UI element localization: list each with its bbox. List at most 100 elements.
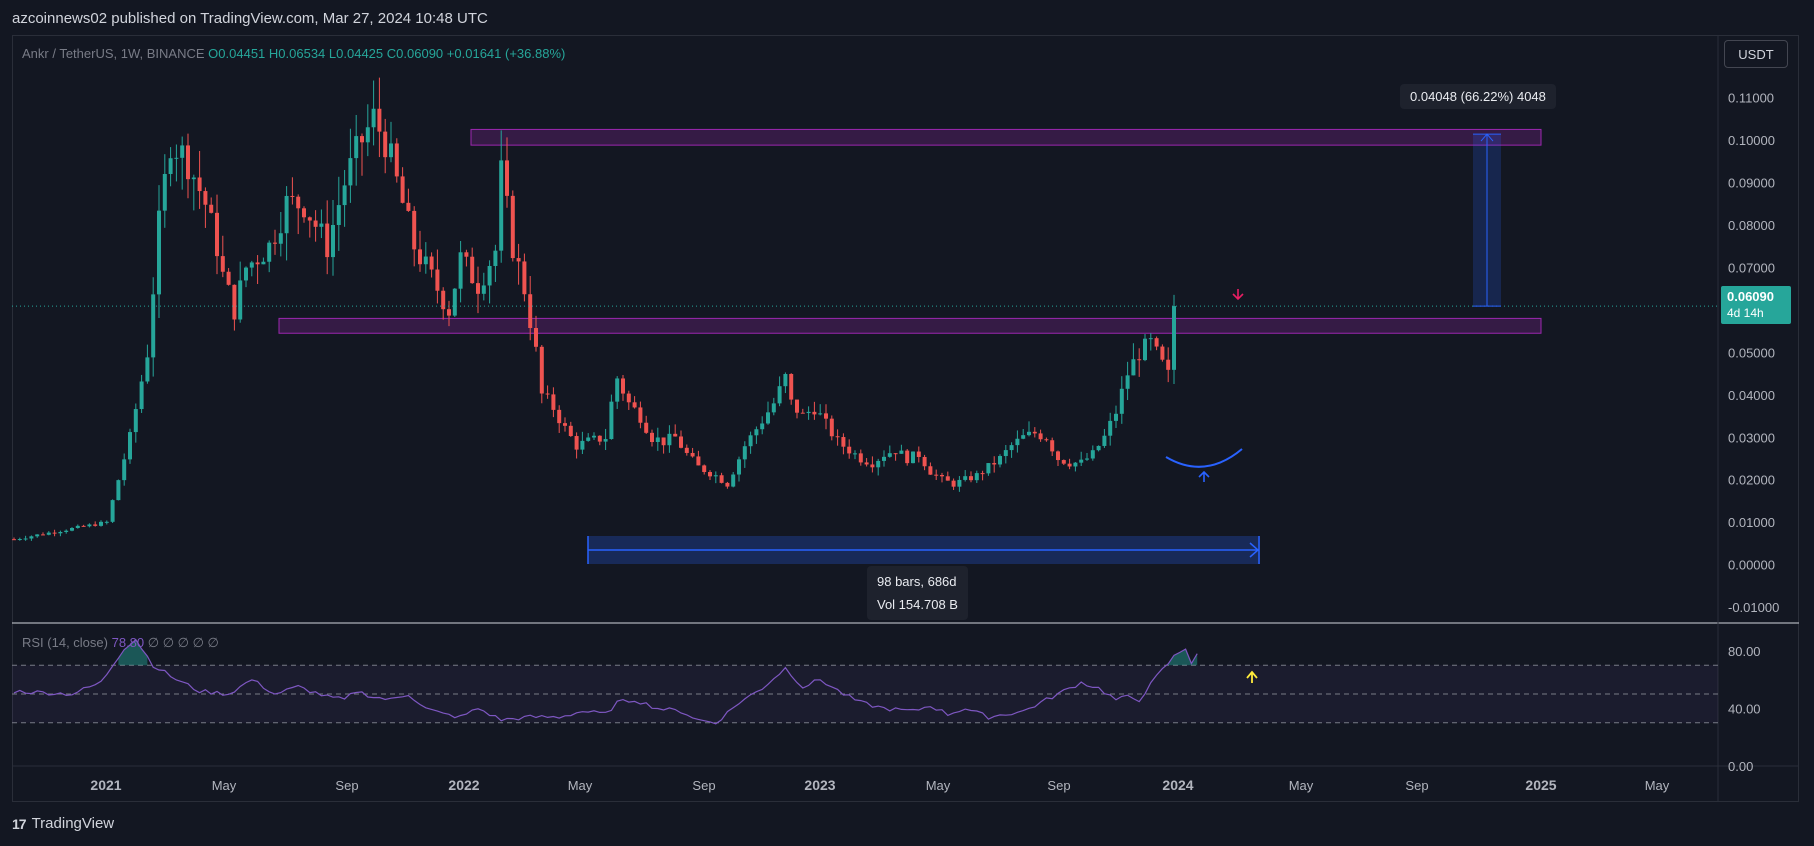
candle-body [499,160,504,251]
candle-body [568,425,573,437]
candle-body [93,524,98,526]
candle-body [447,309,451,316]
candle-body [267,242,272,262]
candle-body [261,261,266,265]
candle-body [1032,431,1037,434]
candle-body [35,534,40,537]
candle-body [1125,375,1130,389]
candle-body [1090,450,1095,459]
candle-body [615,378,620,402]
y-tick-label: 0.08000 [1728,218,1775,233]
candle-body [974,473,979,481]
candle-body [992,463,997,465]
candle-body [650,432,654,443]
candle-body [516,258,521,262]
tradingview-logo-icon: 17 [12,815,27,832]
y-tick-label: 0.05000 [1728,345,1775,360]
candle-body [226,271,231,285]
x-tick-label: 2025 [1525,777,1556,793]
candle-body [1073,462,1078,467]
candle-body [1119,388,1124,414]
candle-body [197,177,202,192]
candle-body [1079,459,1084,463]
candle-body [690,452,695,457]
chart-frame [12,35,1799,802]
candle-body [273,242,277,244]
candle-body [139,381,144,410]
y-tick-label: 0.02000 [1728,473,1775,488]
date-range-arrowhead [1249,542,1260,558]
candle-body [609,401,614,440]
x-tick-label: Sep [692,778,715,793]
candle-body [1166,359,1171,370]
legend-low: L0.04425 [328,46,384,61]
candle-body [464,252,469,257]
candle-body [87,524,92,527]
candle-body [215,212,219,257]
candle-body [354,136,359,159]
x-tick-label: May [212,778,237,793]
x-tick-label: May [926,778,951,793]
rsi-tick-label: 0.00 [1728,759,1753,774]
candle-body [458,252,463,289]
currency-button[interactable]: USDT [1724,40,1788,68]
candle-body [586,437,591,441]
candle-body [835,436,840,438]
x-tick-label: Sep [1405,778,1428,793]
rounding-bottom-curve [1165,448,1243,468]
x-tick-label: 2024 [1162,777,1193,793]
candle-body [928,466,933,475]
candle-body [128,432,132,460]
candle-body [23,538,28,540]
y-tick-label: 0.09000 [1728,176,1775,191]
candle-body [186,145,190,180]
candle-body [592,435,596,438]
candle-body [963,476,968,480]
candle-body [232,284,237,320]
last-price-badge: 0.06090 4d 14h [1721,286,1791,324]
candle-body [737,459,741,475]
y-tick-label: 0.04000 [1728,388,1775,403]
candle-body [945,476,950,481]
candle-body [673,433,678,437]
candle-body [1137,359,1142,361]
candle-body [1148,338,1153,340]
candle-body [441,290,446,310]
candle-body [847,446,852,454]
candle-body [574,436,579,450]
candle-body [394,143,399,177]
candle-body [452,288,457,316]
tradingview-logo[interactable]: 17 TradingView [12,815,114,832]
candle-body [1050,440,1055,452]
candle-body [1027,431,1031,436]
x-tick-label: 2022 [448,777,479,793]
candle-body [899,450,904,454]
candle-body [795,399,799,413]
candle-body [371,108,376,128]
candle-body [412,210,417,250]
candle-body [238,280,243,320]
candle-body [841,437,846,447]
candle-body [603,439,608,442]
candle-body [551,394,556,410]
legend-high: H0.06534 [268,46,326,61]
candle-body [255,262,260,265]
candle-body [824,413,828,419]
candle-body [249,262,254,268]
candle-body [58,531,63,534]
symbol-legend: Ankr / TetherUS, 1W, BINANCE O0.04451 H0… [22,46,565,61]
candle-body [655,437,660,443]
rsi-up-arrow-icon [1246,670,1258,683]
candle-body [557,409,562,424]
bars-count: 98 bars, 686d [877,574,957,589]
y-tick-label: 0.00000 [1728,558,1775,573]
candle-body [806,411,811,414]
candle-body [1009,445,1014,451]
candle-body [1061,460,1066,464]
candle-body [1160,346,1165,360]
candle-body [168,158,173,174]
candle-body [864,462,869,465]
candle-body [145,357,150,382]
candle-body [905,450,910,464]
